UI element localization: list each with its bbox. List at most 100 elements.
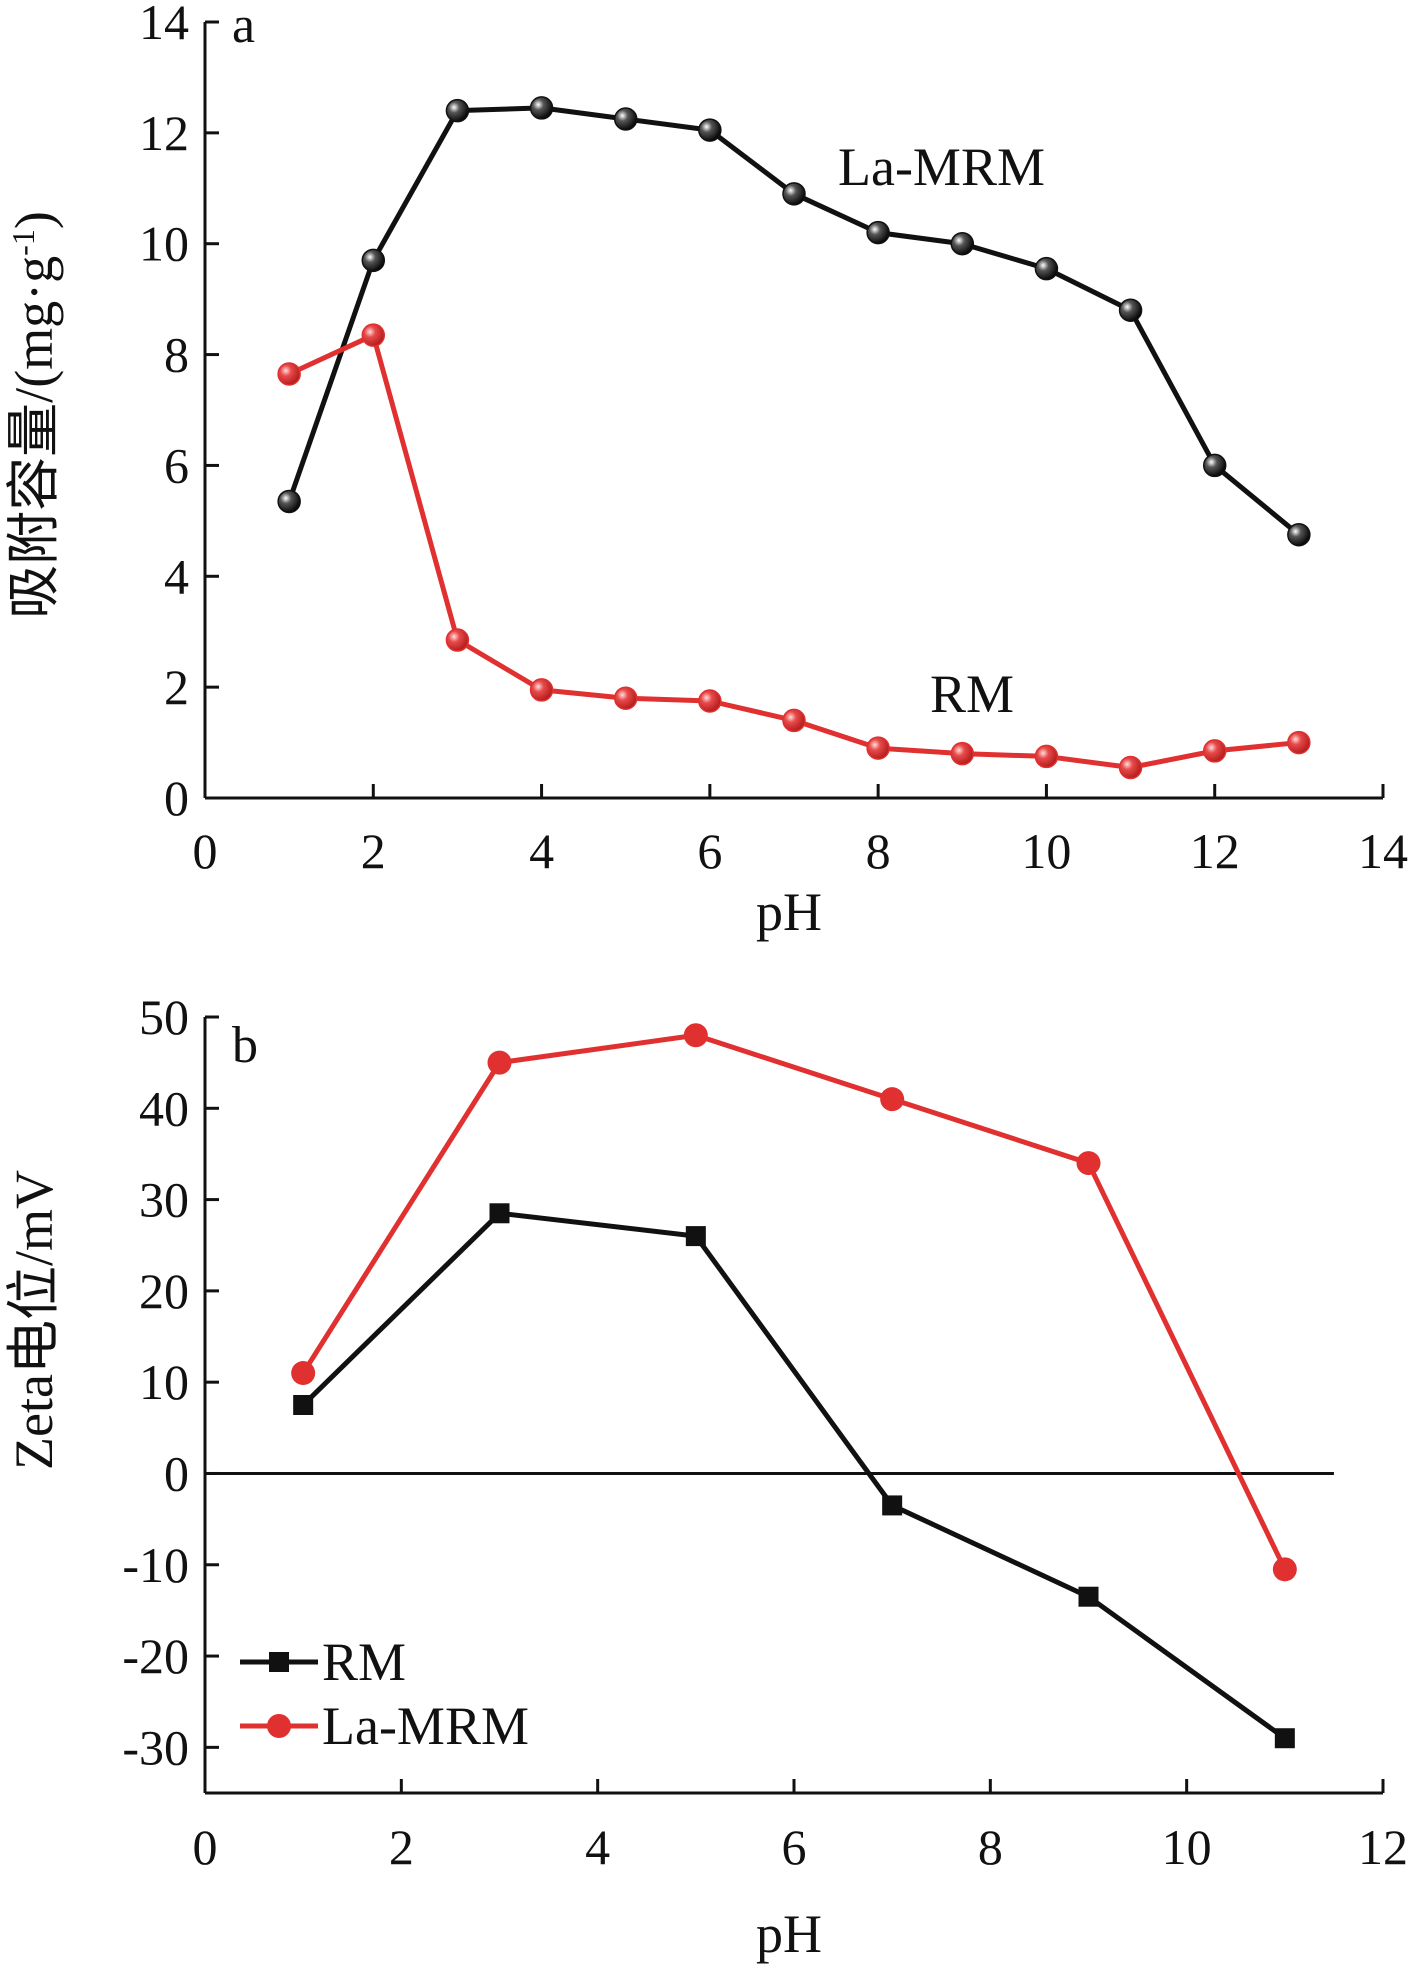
data-point-rm-a — [445, 628, 470, 652]
data-point-rm-b — [489, 1203, 510, 1224]
panel-label-b: b — [232, 1017, 258, 1074]
x-tick-label-a: 14 — [1358, 823, 1408, 879]
x-tick-label-a: 2 — [361, 823, 386, 879]
y-tick-label-b: 20 — [139, 1263, 189, 1319]
data-point-rm-a — [277, 362, 301, 386]
data-point-la-mrm-a — [782, 182, 806, 206]
series-a — [277, 96, 1311, 780]
series-label-la-mrm-a: La-MRM — [838, 137, 1045, 197]
data-point-la-mrm-b — [487, 1050, 512, 1075]
data-point-la-mrm-a — [1118, 298, 1143, 322]
data-point-la-mrm-b — [880, 1087, 905, 1112]
x-axis-title-b: pH — [756, 1904, 822, 1964]
data-point-la-mrm-a — [529, 96, 554, 120]
data-point-la-mrm-a — [445, 98, 470, 123]
x-tick-label-a: 10 — [1021, 823, 1071, 879]
data-point-la-mrm-b — [1272, 1557, 1297, 1582]
data-point-la-mrm-a — [866, 220, 890, 245]
data-point-rm-a — [361, 323, 386, 347]
x-tick-label-b: 6 — [782, 1819, 807, 1875]
legend-marker-la-mrm — [267, 1714, 291, 1738]
y-tick-label-a: 8 — [164, 327, 189, 383]
data-point-la-mrm-b — [291, 1361, 316, 1386]
y-axis-title-a: 吸附容量/(mg·g-1) — [4, 211, 64, 619]
data-point-rm-a — [613, 686, 638, 710]
x-tick-label-b: 0 — [193, 1819, 218, 1875]
data-point-la-mrm-a — [1287, 522, 1311, 547]
series-label-rm-a: RM — [930, 664, 1014, 724]
data-point-rm-a — [782, 708, 806, 733]
y-tick-label-b: 10 — [139, 1354, 189, 1410]
y-tick-label-a: 6 — [164, 437, 189, 493]
data-point-rm-a — [950, 741, 975, 766]
data-point-la-mrm-a — [1034, 256, 1059, 281]
y-tick-label-a: 14 — [139, 0, 189, 50]
data-point-rm-a — [866, 736, 890, 760]
x-tick-label-a: 8 — [866, 823, 891, 879]
y-tick-label-b: -20 — [122, 1628, 189, 1684]
data-point-rm-b — [293, 1395, 314, 1415]
x-axis-title-a: pH — [756, 882, 822, 942]
x-tick-label-b: 12 — [1358, 1819, 1408, 1875]
y-tick-label-a: 4 — [164, 548, 189, 604]
chart-panel-a: 0 2 4 6 8 10 12 14 0 2 4 6 8 10 12 14 a pH 吸附容量/(mg·g-1… — [4, 0, 1408, 942]
y-tick-label-b: -30 — [122, 1719, 189, 1775]
y-axis-title-a-sup: -1 — [5, 229, 41, 256]
chart-panel-b: 0 2 4 6 8 10 12 -30 -20 -10 0 10 20 30 40 50 b pH Zeta电… — [4, 989, 1408, 1964]
data-point-rm-a — [1202, 739, 1227, 763]
series-b — [291, 1023, 1297, 1749]
legend-entry-rm: RM — [240, 1632, 406, 1692]
data-point-rm-a — [1034, 744, 1059, 769]
legend-entry-la-mrm: La-MRM — [240, 1696, 529, 1756]
data-point-la-mrm-a — [698, 118, 722, 142]
y-tick-label-b: -10 — [122, 1537, 189, 1593]
series-la-mrm-b — [291, 1023, 1297, 1582]
y-tick-label-a: 2 — [164, 659, 189, 715]
y-axis-title-a-end: ) — [4, 211, 64, 229]
series-rm-a — [277, 323, 1311, 780]
x-tick-label-b: 2 — [389, 1819, 414, 1875]
y-tick-label-a: 0 — [164, 770, 189, 826]
data-point-la-mrm-a — [361, 248, 386, 273]
data-point-la-mrm-a — [1202, 453, 1227, 478]
data-point-la-mrm-a — [277, 489, 301, 514]
legend-marker-rm — [269, 1652, 289, 1672]
axes-a — [203, 22, 1383, 800]
x-tick-label-a: 6 — [697, 823, 722, 879]
x-tick-label-a: 4 — [529, 823, 554, 879]
y-tick-label-a: 10 — [139, 216, 189, 272]
y-tick-label-a: 12 — [139, 105, 189, 161]
y-tick-label-b: 0 — [164, 1445, 189, 1501]
ticks-b: 0 2 4 6 8 10 12 -30 -20 -10 0 10 20 30 40 50 — [122, 989, 1408, 1875]
data-point-rm-a — [698, 689, 722, 713]
series-line-rm-a — [288, 332, 1300, 771]
x-tick-label-a: 0 — [193, 823, 218, 879]
series-la-mrm-a — [277, 96, 1311, 547]
y-tick-label-b: 40 — [139, 1080, 189, 1136]
series-rm-b — [293, 1203, 1295, 1749]
x-tick-label-b: 10 — [1162, 1819, 1212, 1875]
legend-label-la-mrm: La-MRM — [322, 1696, 529, 1756]
ticks-a: 0 2 4 6 8 10 12 14 0 2 4 6 8 10 12 14 — [139, 0, 1408, 879]
data-point-la-mrm-a — [613, 107, 638, 131]
x-tick-label-b: 8 — [978, 1819, 1003, 1875]
panel-label-a: a — [232, 0, 255, 54]
data-point-rm-b — [882, 1495, 903, 1516]
y-axis-title-a-main: 吸附容量/(mg·g — [4, 256, 64, 619]
data-point-la-mrm-b — [1076, 1151, 1101, 1176]
y-tick-label-b: 30 — [139, 1172, 189, 1228]
data-point-rm-a — [529, 678, 554, 702]
data-point-rm-a — [1287, 730, 1311, 755]
y-tick-label-b: 50 — [139, 989, 189, 1045]
data-point-rm-b — [1078, 1586, 1099, 1607]
series-line-la-mrm-a — [286, 105, 1301, 537]
series-line-la-mrm-b — [301, 1032, 1288, 1571]
x-tick-label-a: 12 — [1190, 823, 1240, 879]
data-point-rm-a — [1118, 755, 1143, 780]
data-point-la-mrm-a — [950, 231, 975, 256]
legend-label-rm: RM — [322, 1632, 406, 1692]
x-tick-label-b: 4 — [585, 1819, 610, 1875]
y-axis-title-b: Zeta电位/mV — [4, 1170, 64, 1470]
data-point-rm-b — [685, 1226, 706, 1247]
